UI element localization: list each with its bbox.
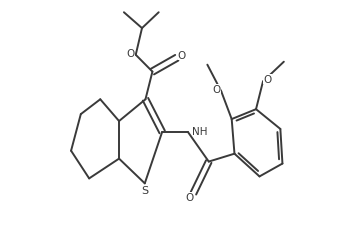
Text: O: O (177, 51, 186, 61)
Text: NH: NH (192, 126, 208, 136)
Text: O: O (127, 48, 135, 58)
Text: O: O (263, 75, 272, 85)
Text: O: O (186, 192, 194, 202)
Text: O: O (213, 84, 221, 94)
Text: S: S (141, 185, 149, 195)
